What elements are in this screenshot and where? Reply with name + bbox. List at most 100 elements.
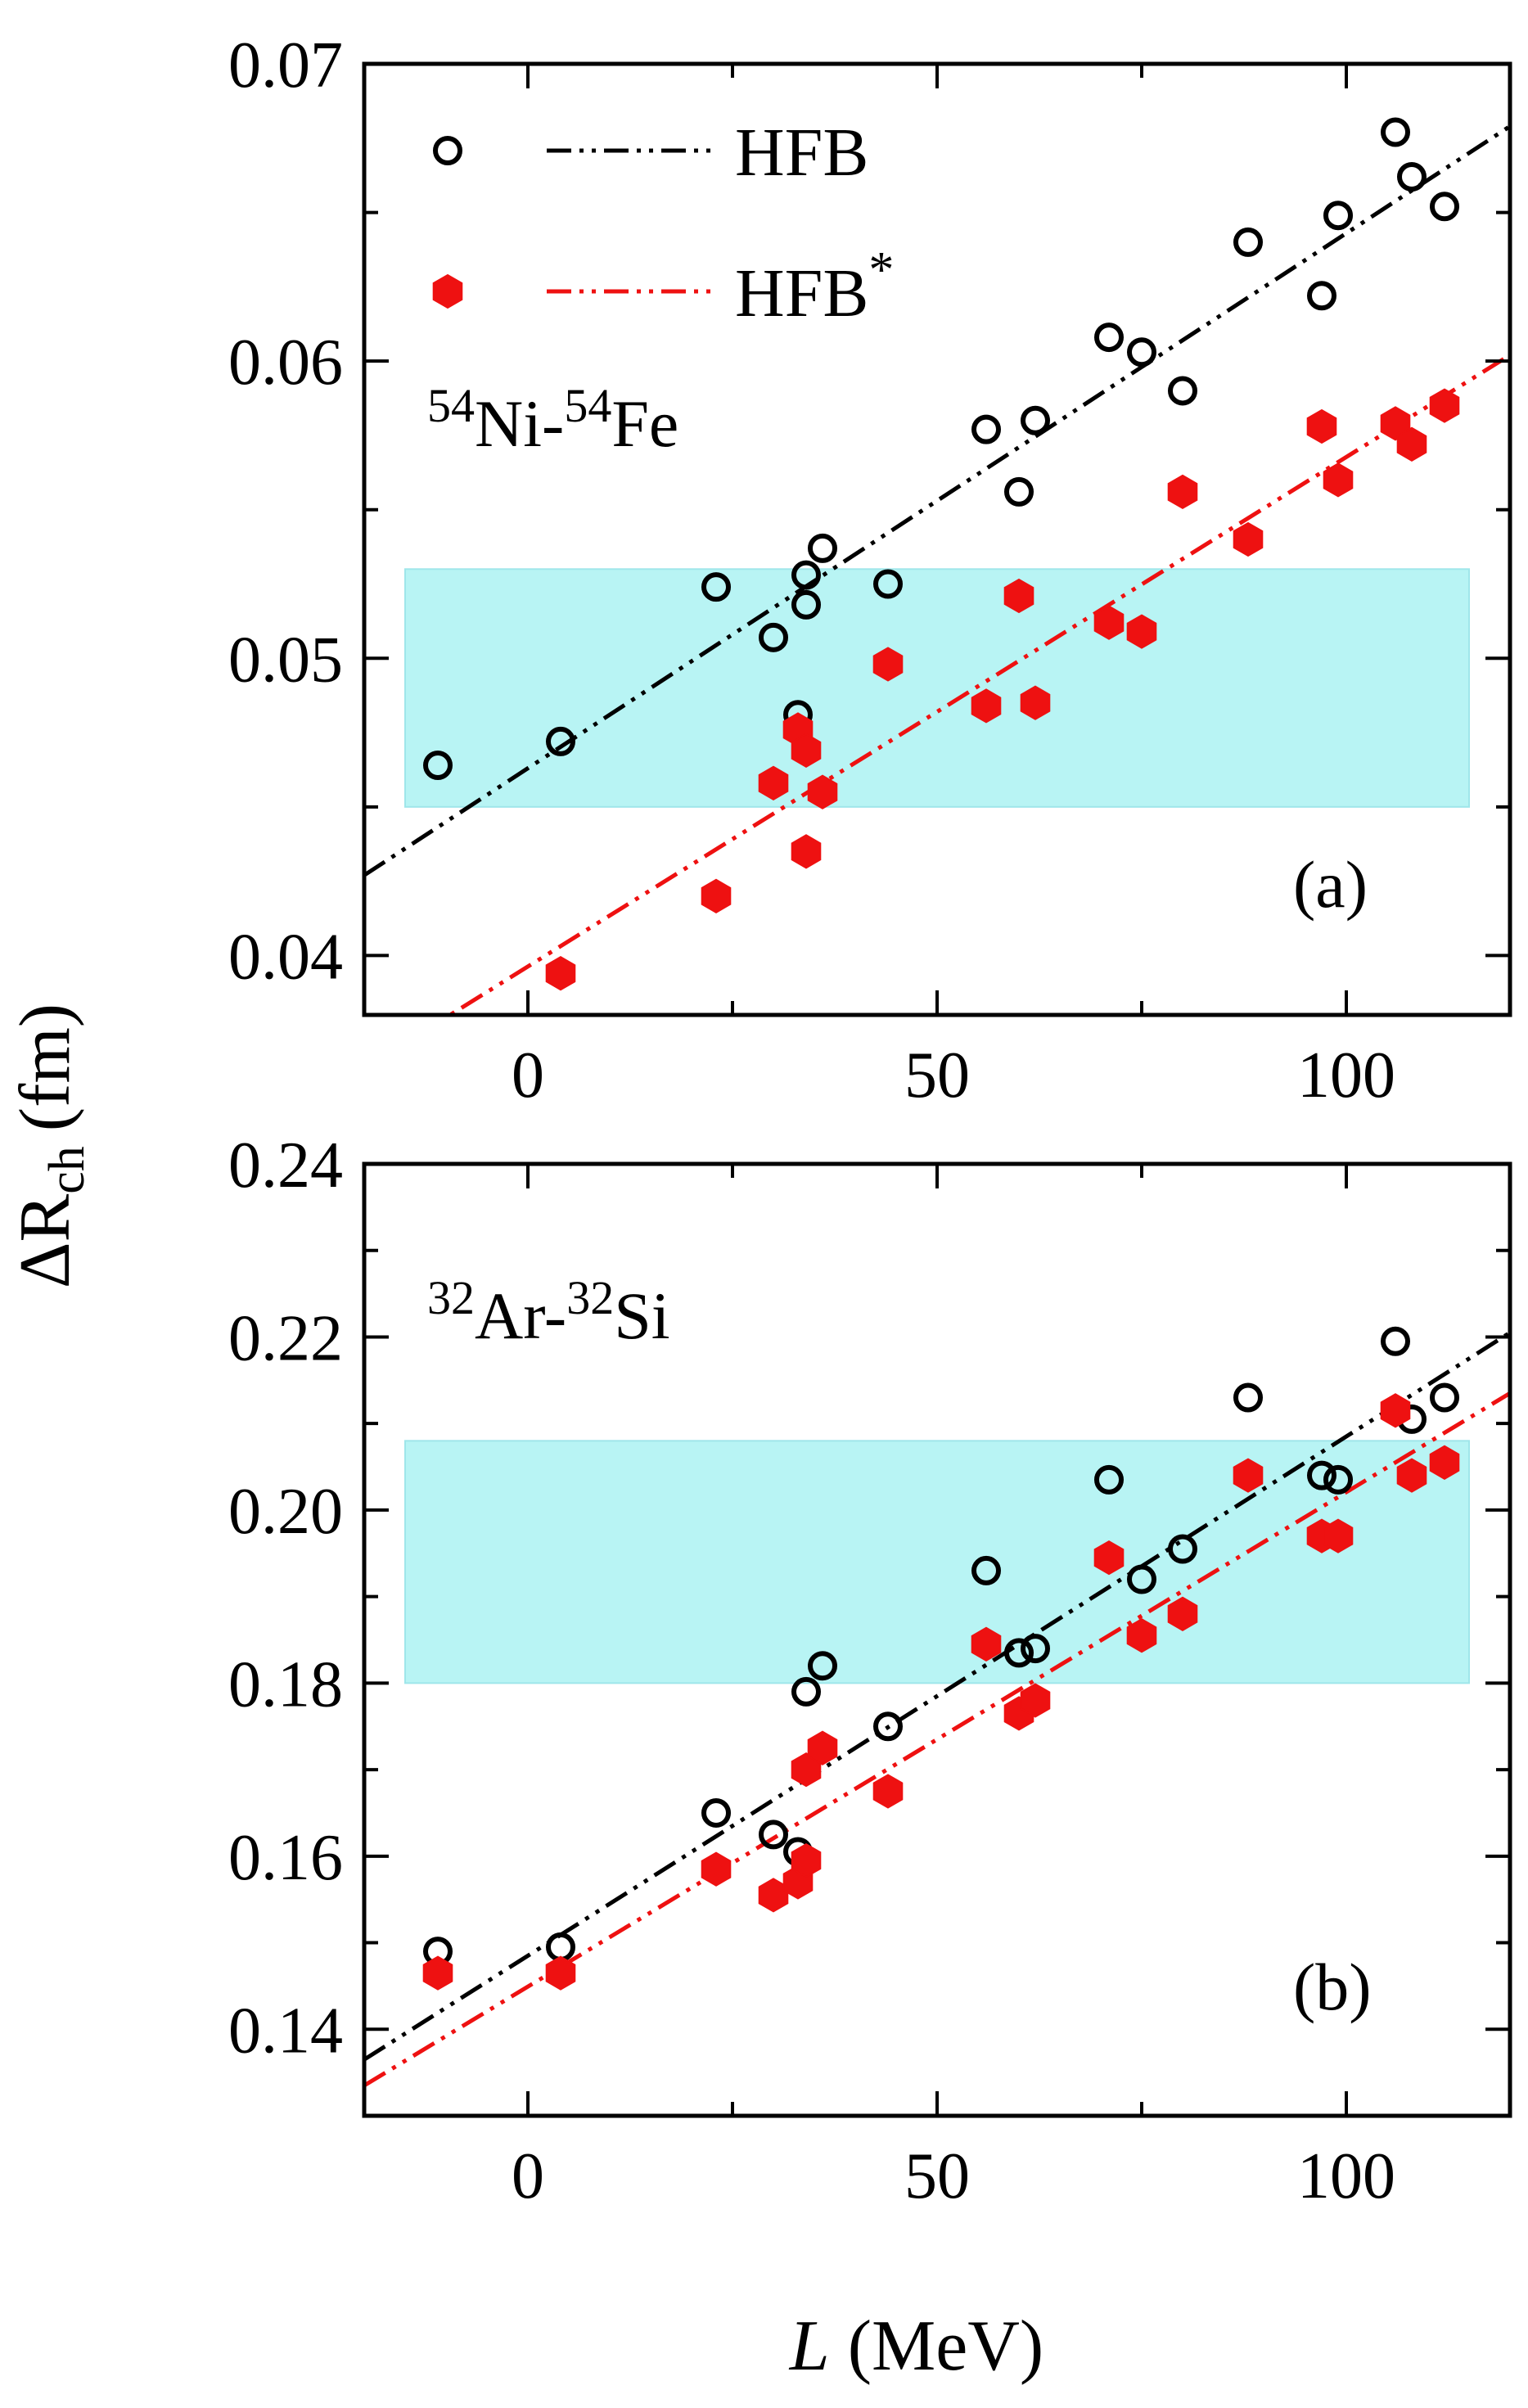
data-point [1233, 1458, 1264, 1493]
data-point [1307, 281, 1336, 311]
data-point [1127, 1564, 1156, 1594]
data-point [1429, 388, 1460, 423]
y-axis-label-unit: (fm) [6, 1003, 85, 1131]
panel-a: 0 50 1000.040.050.060.0754Ni-54Fe(a)HFBHFB… [228, 29, 1512, 1112]
data-point [872, 1774, 904, 1809]
data-point [1397, 161, 1427, 192]
legend-label-hfb: HFB [735, 115, 868, 191]
data-point [791, 1842, 822, 1878]
data-point [1323, 462, 1354, 498]
data-point [808, 533, 837, 563]
data-point [1004, 476, 1034, 507]
data-point [546, 1932, 575, 1962]
data-point [1021, 405, 1050, 435]
data-point [1233, 521, 1264, 557]
data-point [791, 589, 821, 620]
y-tick-label: 0.16 [228, 1822, 343, 1894]
legend: HFB HFB* [432, 115, 894, 331]
data-point [791, 1676, 821, 1707]
data-point [545, 956, 576, 991]
x-tick-label: 50 [904, 2140, 970, 2212]
y-axis-label: ΔRch (fm) [6, 1003, 95, 1288]
legend-marker-hfb [433, 136, 462, 165]
experimental-band [404, 568, 1470, 808]
data-point [1003, 578, 1034, 614]
data-point [807, 774, 838, 809]
experimental-band [404, 1440, 1470, 1684]
data-point [808, 1651, 837, 1681]
data-point [1380, 406, 1411, 441]
y-tick-label: 0.18 [228, 1648, 343, 1720]
data-point [1233, 1382, 1263, 1413]
data-point [546, 726, 575, 756]
data-point [1430, 192, 1459, 222]
data-point [807, 1730, 838, 1765]
data-point [1323, 1464, 1353, 1495]
data-point [791, 560, 821, 590]
data-point [1093, 605, 1125, 640]
data-point [1381, 1326, 1410, 1356]
data-point [1021, 1634, 1050, 1664]
y-tick-label: 0.24 [228, 1130, 343, 1202]
y-axis-label-sub: ch [39, 1146, 95, 1194]
data-point [873, 1711, 903, 1742]
series-hfb [423, 1326, 1459, 1967]
data-point [971, 414, 1001, 444]
panel-label: (a) [1293, 847, 1368, 922]
fit-line-hfb [364, 1331, 1510, 2062]
y-tick-label: 0.22 [228, 1302, 343, 1374]
data-point [1396, 426, 1427, 462]
x-axis-label-unit: (MeV) [848, 2307, 1043, 2386]
data-point [1094, 1464, 1124, 1495]
data-point [1307, 1460, 1336, 1490]
fit-line-hfb-star [446, 353, 1510, 1015]
data-point [1323, 1518, 1354, 1553]
y-tick-label: 0.04 [228, 921, 343, 993]
nuclei-label: 54Ni-54Fe [427, 379, 678, 461]
data-point [1396, 1458, 1427, 1493]
data-point [971, 1626, 1002, 1662]
legend-marker-hfb-star [432, 273, 463, 309]
data-point [1429, 1445, 1460, 1480]
x-tick-label: 0 [512, 2140, 544, 2212]
data-point [1381, 117, 1410, 147]
data-point [1168, 376, 1197, 406]
data-point [1126, 1618, 1157, 1653]
data-point [701, 572, 731, 602]
data-point [701, 1797, 731, 1828]
data-point [1094, 322, 1124, 353]
data-point [1380, 1393, 1411, 1428]
data-point [1167, 1596, 1198, 1631]
data-point [1323, 201, 1353, 231]
x-tick-label: 50 [904, 1039, 970, 1112]
y-tick-label: 0.06 [228, 327, 343, 399]
panel-b: 0 50 100 0.14 0.16 0.18 0.20 0.22 0.24 32Ar-32Si (… [228, 1130, 1512, 2212]
x-tick-label: 100 [1297, 2140, 1395, 2212]
data-point [791, 834, 822, 869]
y-axis-label-main: ΔR [6, 1194, 85, 1289]
y-tick-label: 0.14 [228, 1995, 343, 2067]
data-point [872, 647, 904, 682]
series-hfb-star [545, 388, 1460, 991]
nuclei-label: 32Ar-32Si [427, 1271, 670, 1353]
y-tick-label: 0.20 [228, 1476, 343, 1548]
data-point [701, 878, 732, 913]
x-tick-label: 100 [1297, 1039, 1395, 1112]
data-point [1126, 614, 1157, 649]
legend-label-hfb-star: HFB* [735, 242, 894, 331]
data-point [1168, 1534, 1197, 1564]
y-tick-label: 0.05 [228, 624, 343, 696]
x-axis-label: L (MeV) [788, 2307, 1043, 2386]
x-tick-label: 0 [512, 1039, 544, 1112]
data-point [1167, 474, 1198, 510]
data-point [1127, 337, 1156, 368]
data-point [1306, 408, 1337, 444]
x-axis-label-var: L [788, 2307, 830, 2386]
panel-label: (b) [1293, 1950, 1372, 2024]
data-point [759, 1820, 788, 1850]
data-point [873, 569, 903, 599]
data-point [759, 622, 788, 652]
data-point [1430, 1382, 1459, 1413]
data-point [758, 765, 789, 800]
